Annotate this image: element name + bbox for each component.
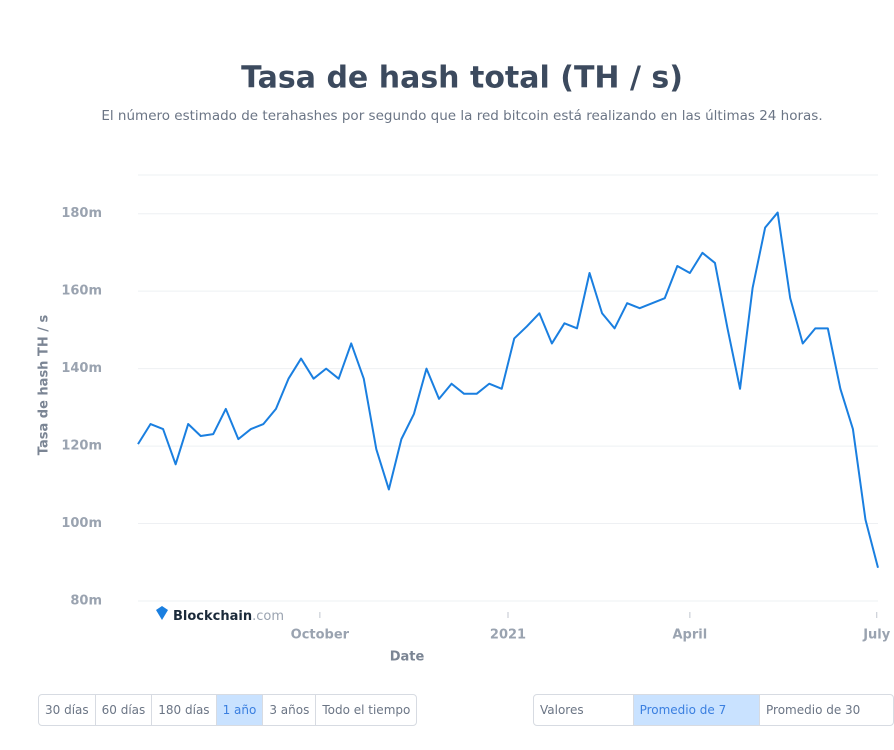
brand-name: Blockchain	[173, 609, 252, 624]
brand-logo	[156, 606, 168, 620]
y-tick-label: 100m	[61, 516, 102, 531]
y-axis-label: Tasa de hash TH / s	[37, 315, 52, 456]
y-tick-label: 120m	[61, 439, 102, 454]
chart-title: Tasa de hash total (TH / s)	[241, 61, 683, 96]
y-tick-label: 140m	[61, 361, 102, 376]
period-buttons: 30 días 60 días 180 días 1 año 3 años Todo el…	[38, 694, 418, 726]
y-tick-label: 160m	[61, 284, 102, 299]
average-buttons: Valores crudosPromedio de 7 días Promedio…	[533, 694, 894, 726]
toggle-button[interactable]: 180 días	[152, 695, 217, 725]
toggle-button[interactable]: Promedio de 7 días	[633, 695, 761, 725]
brand: Blockchain.com	[173, 609, 284, 624]
brand-suffix: .com	[252, 609, 284, 624]
y-tick-label: 80m	[70, 594, 102, 609]
toggle-button[interactable]: 30 días	[39, 695, 96, 725]
x-tick-label: 2021	[490, 628, 526, 643]
line-series	[137, 211, 879, 568]
y-tick-label: 180m	[61, 206, 102, 221]
chart: Tasa de hash total (TH / s) El número es…	[37, 61, 891, 665]
toggle-button[interactable]: 3 años	[263, 695, 317, 725]
chart-subtitle: El número estimado de terahashes por seg…	[101, 108, 822, 124]
toggle-button[interactable]: 60 días	[96, 695, 153, 725]
toggle-button[interactable]: Todo el tiempo	[322, 703, 411, 717]
toggle-button[interactable]: Valores crudos	[534, 695, 634, 725]
x-tick-label: July	[862, 628, 891, 643]
toggle-button[interactable]: 1 año	[216, 695, 264, 725]
toggle-button[interactable]: Promedio de 30 días	[766, 703, 861, 717]
x-tick-label: April	[673, 628, 708, 643]
x-tick-label: October	[291, 628, 350, 643]
x-axis-label: Date	[390, 650, 425, 665]
